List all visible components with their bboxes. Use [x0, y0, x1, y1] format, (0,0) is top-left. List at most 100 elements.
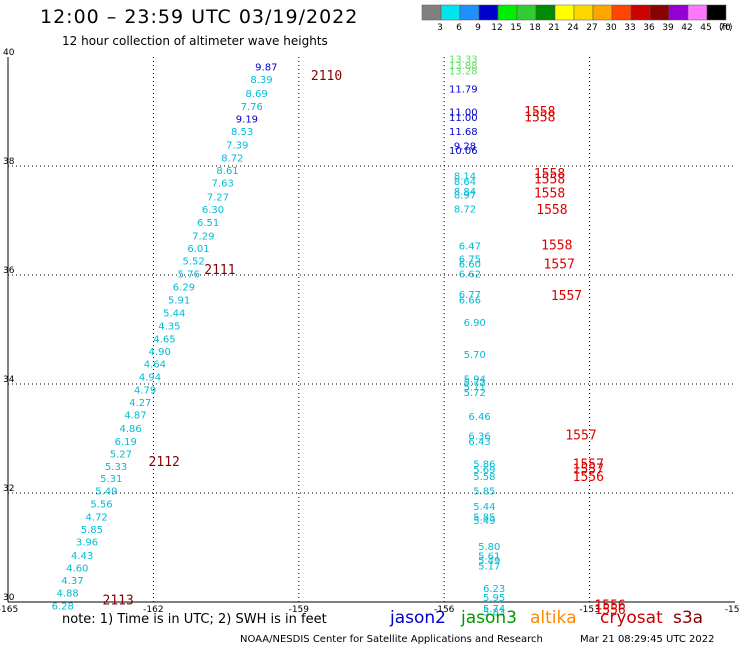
wave-height-label: 4.43 — [71, 551, 93, 562]
pass-time-label: 1558 — [534, 187, 565, 202]
wave-height-label: 5.69 — [473, 465, 495, 476]
colorbar-unit: (ft) — [719, 23, 733, 33]
chart-subtitle: 12 hour collection of altimeter wave hei… — [62, 34, 328, 48]
wave-height-label: 4.60 — [66, 563, 88, 574]
colorbar-swatch — [421, 4, 442, 21]
pass-time-label: 1557 — [573, 457, 604, 472]
colorbar-swatch — [592, 4, 613, 21]
wave-height-label: 4.64 — [144, 360, 166, 371]
y-tick-label: 38 — [3, 157, 15, 167]
wave-height-label: 4.27 — [129, 398, 151, 409]
pass-time-label: 1558 — [541, 238, 572, 253]
pass-time-label: 2113 — [103, 594, 134, 609]
colorbar-label: 30 — [605, 23, 617, 33]
pass-time-label: 2111 — [204, 263, 235, 278]
pass-time-label: 2112 — [149, 455, 180, 470]
wave-height-label: 5.73 — [464, 378, 486, 389]
colorbar-label: 6 — [456, 23, 462, 33]
wave-height-label: 11.00 — [449, 113, 478, 124]
y-tick-label: 36 — [3, 266, 15, 276]
x-tick-label: -162 — [143, 605, 163, 615]
colorbar-label: 70 — [719, 23, 731, 33]
wave-height-label: 5.27 — [110, 450, 132, 461]
wave-height-label: 6.29 — [173, 282, 195, 293]
wave-height-label: 5.52 — [182, 257, 204, 268]
wave-height-label: 6.30 — [202, 205, 224, 216]
colorbar-label: 15 — [510, 23, 521, 33]
wave-height-label: 5.85 — [473, 487, 495, 498]
pass-time-label: 1557 — [551, 289, 582, 304]
wave-height-label: 13.88 — [449, 61, 478, 72]
colorbar-swatch — [516, 4, 537, 21]
wave-height-label: 9.28 — [454, 142, 476, 153]
colorbar-swatch — [440, 4, 461, 21]
colorbar-swatch — [497, 4, 518, 21]
wave-height-label: 6.66 — [459, 295, 481, 306]
wave-height-label: 6.47 — [459, 241, 481, 252]
colorbar-swatch — [535, 4, 556, 21]
wave-height-label: 5.94 — [464, 374, 486, 385]
wave-height-label: 6.77 — [459, 290, 481, 301]
wave-height-label: 6.43 — [468, 437, 490, 448]
wave-height-label: 8.39 — [250, 75, 272, 86]
wave-height-label: 4.87 — [124, 410, 146, 421]
wave-height-label: 6.51 — [197, 218, 219, 229]
wave-height-label: 11.79 — [449, 84, 478, 95]
pass-time-label: 1558 — [534, 167, 565, 182]
wave-height-label: 6.60 — [459, 259, 481, 270]
pass-time-label: 1557 — [573, 462, 604, 477]
legend-jason2: jason2 — [390, 608, 446, 628]
colorbar-label: 12 — [491, 23, 502, 33]
wave-height-label: 4.79 — [134, 385, 156, 396]
wave-height-label: 4.86 — [119, 424, 141, 435]
note-text: note: 1) Time is in UTC; 2) SWH is in fe… — [62, 612, 327, 627]
wave-height-label: 6.90 — [464, 318, 486, 329]
wave-height-label: 6.28 — [52, 602, 74, 613]
wave-height-label: 5.83 — [483, 608, 505, 619]
wave-height-label: 5.61 — [478, 551, 500, 562]
credit-text: NOAA/NESDIS Center for Satellite Applica… — [240, 634, 543, 645]
colorbar-swatch — [573, 4, 594, 21]
wave-height-label: 5.31 — [100, 474, 122, 485]
wave-height-label: 4.72 — [86, 512, 108, 523]
wave-height-label: 5.49 — [473, 516, 495, 527]
wave-height-label: 4.94 — [139, 373, 161, 384]
colorbar-swatch — [630, 4, 651, 21]
pass-time-label: 1558 — [536, 203, 567, 218]
colorbar-swatch — [687, 4, 708, 21]
pass-time-label: 1558 — [534, 172, 565, 187]
wave-height-label: 5.33 — [105, 462, 127, 473]
colorbar-label: 36 — [643, 23, 655, 33]
y-tick-label: 34 — [3, 375, 15, 385]
wave-height-label: 5.86 — [473, 459, 495, 470]
legend-s3a: s3a — [673, 608, 704, 628]
colorbar-label: 21 — [548, 23, 559, 33]
wave-height-label: 5.76 — [178, 270, 200, 281]
colorbar-swatch — [459, 4, 480, 21]
wave-height-label: 5.49 — [95, 487, 117, 498]
colorbar-label: 33 — [624, 23, 635, 33]
pass-time-label: 1558 — [524, 110, 555, 125]
wave-height-label: 8.72 — [454, 204, 476, 215]
wave-height-label: 6.01 — [187, 244, 209, 255]
colorbar-label: 27 — [586, 23, 597, 33]
wave-height-label: 6.23 — [483, 584, 505, 595]
wave-height-label: 11.00 — [449, 107, 478, 118]
colorbar-swatch — [478, 4, 499, 21]
wave-height-label: 5.71 — [464, 383, 486, 394]
wave-height-label: 5.70 — [464, 350, 486, 361]
wave-height-label: 7.76 — [241, 102, 263, 113]
colorbar-label: 24 — [567, 23, 579, 33]
y-tick-label: 30 — [3, 593, 15, 603]
wave-height-label: 7.63 — [212, 179, 234, 190]
pass-time-label: 1557 — [565, 429, 596, 444]
colorbar-swatch — [668, 4, 689, 21]
wave-height-label: 13.33 — [449, 54, 478, 65]
timestamp-text: Mar 21 08:29:45 UTC 2022 — [580, 634, 715, 645]
wave-height-label: 5.74 — [483, 604, 505, 615]
colorbar-label: 42 — [681, 23, 692, 33]
wave-height-label: 8.97 — [454, 191, 476, 202]
colorbar-label: 18 — [529, 23, 541, 33]
wave-height-label: 8.72 — [221, 154, 243, 165]
